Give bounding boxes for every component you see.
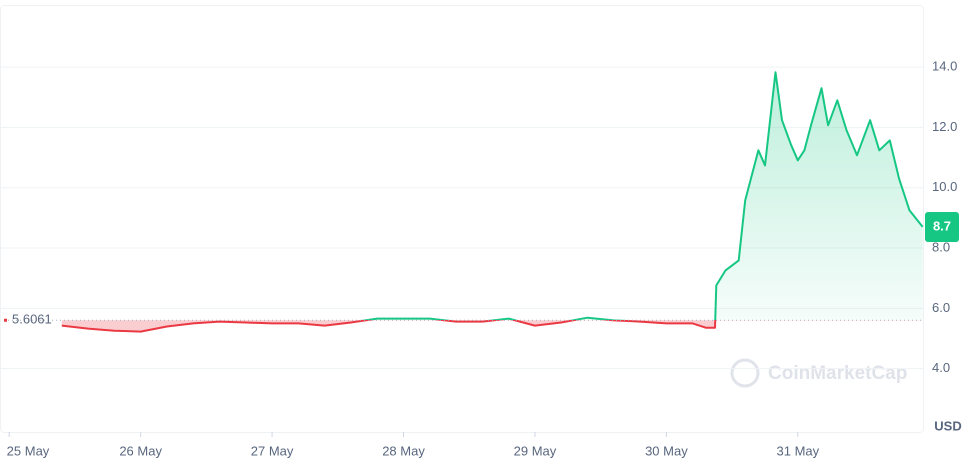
baseline-marker [4, 318, 7, 322]
y-tick-label: 4.0 [932, 360, 950, 375]
y-tick-label: 8.0 [932, 239, 950, 254]
price-area [61, 72, 923, 332]
x-tick-label: 30 May [645, 443, 688, 458]
x-tick-label: 31 May [777, 443, 820, 458]
y-tick-label: 10.0 [932, 179, 957, 194]
x-tick-label: 25 May [7, 443, 50, 458]
current-price-label: 8.7 [933, 218, 951, 233]
y-tick-label: 12.0 [932, 119, 957, 134]
plot-frame [0, 5, 924, 433]
y-unit: USD [934, 418, 961, 433]
x-tick-label: 29 May [514, 443, 557, 458]
baseline-label: 5.6061 [12, 312, 52, 327]
watermark-logo [730, 358, 760, 388]
current-price-badge [925, 211, 959, 242]
price-line [61, 71, 924, 333]
x-tick-label: 26 May [119, 443, 162, 458]
watermark-text: CoinMarketCap [768, 363, 907, 384]
watermark: CoinMarketCap [730, 358, 907, 388]
x-tick-label: 28 May [382, 443, 425, 458]
y-tick-label: 14.0 [932, 59, 957, 74]
y-tick-label: 6.0 [932, 300, 950, 315]
x-tick-label: 27 May [251, 443, 294, 458]
